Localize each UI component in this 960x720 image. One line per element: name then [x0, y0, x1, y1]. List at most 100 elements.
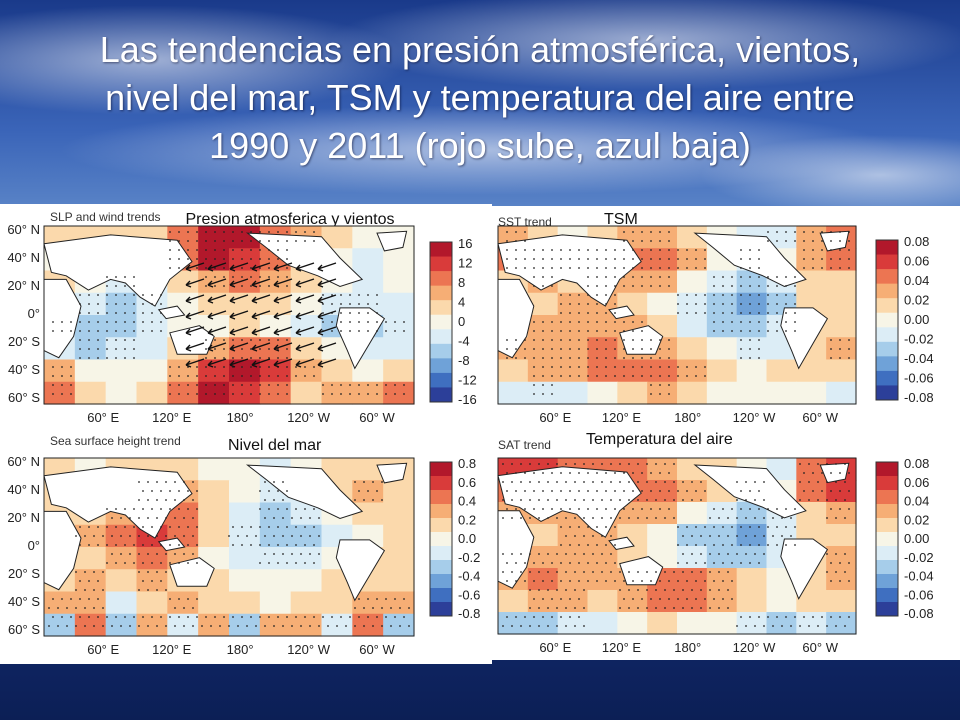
stipple-dot [268, 258, 270, 260]
stipple-dot [205, 616, 207, 618]
stipple-dot [623, 375, 625, 377]
field-cell [826, 248, 857, 272]
stipple-dot [232, 393, 234, 395]
stipple-dot [758, 285, 760, 287]
stipple-dot [286, 384, 288, 386]
stipple-dot [79, 321, 81, 323]
stipple-dot [605, 285, 607, 287]
stipple-dot [605, 526, 607, 528]
stipple-dot [201, 625, 203, 627]
stipple-dot [596, 276, 598, 278]
stipple-dot [722, 285, 724, 287]
stipple-dot [605, 330, 607, 332]
stipple-dot [169, 267, 171, 269]
stipple-dot [376, 330, 378, 332]
stipple-dot [695, 249, 697, 251]
stipple-dot [650, 276, 652, 278]
stipple-dot [268, 366, 270, 368]
stipple-dot [682, 607, 684, 609]
stipple-dot [120, 625, 122, 627]
stipple-dot [659, 240, 661, 242]
colorbar-border [875, 461, 899, 617]
stipple-dot [205, 240, 207, 242]
lon-label: 180° [674, 410, 701, 425]
stipple-dot [686, 526, 688, 528]
stipple-dot [264, 553, 266, 555]
map-sat: SAT trend Temperatura del aire 60° E 120… [497, 431, 934, 655]
stipple-dot [556, 553, 558, 555]
stipple-dot [183, 553, 185, 555]
stipple-dot [844, 481, 846, 483]
stipple-dot [826, 517, 828, 519]
stipple-dot [727, 535, 729, 537]
stipple-dot [515, 231, 517, 233]
stipple-dot [542, 508, 544, 510]
stipple-dot [632, 330, 634, 332]
stipple-dot [142, 490, 144, 492]
stipple-dot [587, 258, 589, 260]
stipple-dot [767, 303, 769, 305]
stipple-dot [547, 499, 549, 501]
stipple-dot [205, 366, 207, 368]
stipple-dot [381, 481, 383, 483]
stipple-dot [533, 330, 535, 332]
stipple-dot [641, 285, 643, 287]
colorbar-swatch [430, 476, 452, 491]
stipple-dot [106, 330, 108, 332]
colorbar-label: -0.02 [904, 550, 934, 565]
stipple-dot [255, 535, 257, 537]
stipple-dot [124, 339, 126, 341]
colorbar [429, 461, 453, 617]
field-cell [352, 591, 384, 615]
field-cell [383, 359, 415, 383]
stipple-dot [151, 562, 153, 564]
continent-shape [819, 462, 850, 484]
colorbar-label: -0.2 [458, 550, 480, 565]
stipple-dot [246, 625, 248, 627]
stipple-dot [61, 616, 63, 618]
stipple-dot [363, 625, 365, 627]
field-cell [647, 381, 678, 405]
stipple-dot [578, 366, 580, 368]
stipple-dot [524, 348, 526, 350]
stipple-dot [704, 249, 706, 251]
stipple-dot [677, 366, 679, 368]
stipple-dot [731, 276, 733, 278]
stipple-dot [385, 384, 387, 386]
field-cell [647, 248, 678, 272]
stipple-dot [628, 607, 630, 609]
stipple-dot [713, 321, 715, 323]
stipple-dot [358, 321, 360, 323]
stipple-dot [138, 553, 140, 555]
stipple-dot [178, 393, 180, 395]
wind-arrow [317, 278, 337, 288]
stipple-dot [758, 348, 760, 350]
stipple-dot [367, 490, 369, 492]
stipple-dot [763, 553, 765, 555]
stipple-dot [268, 240, 270, 242]
stipple-dot [205, 267, 207, 269]
stipple-dot [246, 535, 248, 537]
stipple-dot [142, 508, 144, 510]
stipple-dot [538, 571, 540, 573]
field-cell [321, 381, 353, 405]
stipple-dot [844, 571, 846, 573]
stipple-dot [826, 481, 828, 483]
stipple-dot [187, 384, 189, 386]
colorbar-swatch [876, 532, 898, 547]
stipple-dot [547, 607, 549, 609]
stipple-dot [821, 258, 823, 260]
stipple-dot [569, 616, 571, 618]
stipple-dot [668, 375, 670, 377]
field-cell [736, 524, 768, 547]
field-cell [736, 502, 768, 525]
stipple-dot [192, 481, 194, 483]
stipple-dot [363, 481, 365, 483]
stipple-dot [700, 553, 702, 555]
stipple-dot [596, 312, 598, 314]
field-cell [498, 381, 529, 405]
stipple-dot [659, 375, 661, 377]
stipple-dot [812, 267, 814, 269]
stipple-dot [722, 544, 724, 546]
stipple-dot [596, 258, 598, 260]
